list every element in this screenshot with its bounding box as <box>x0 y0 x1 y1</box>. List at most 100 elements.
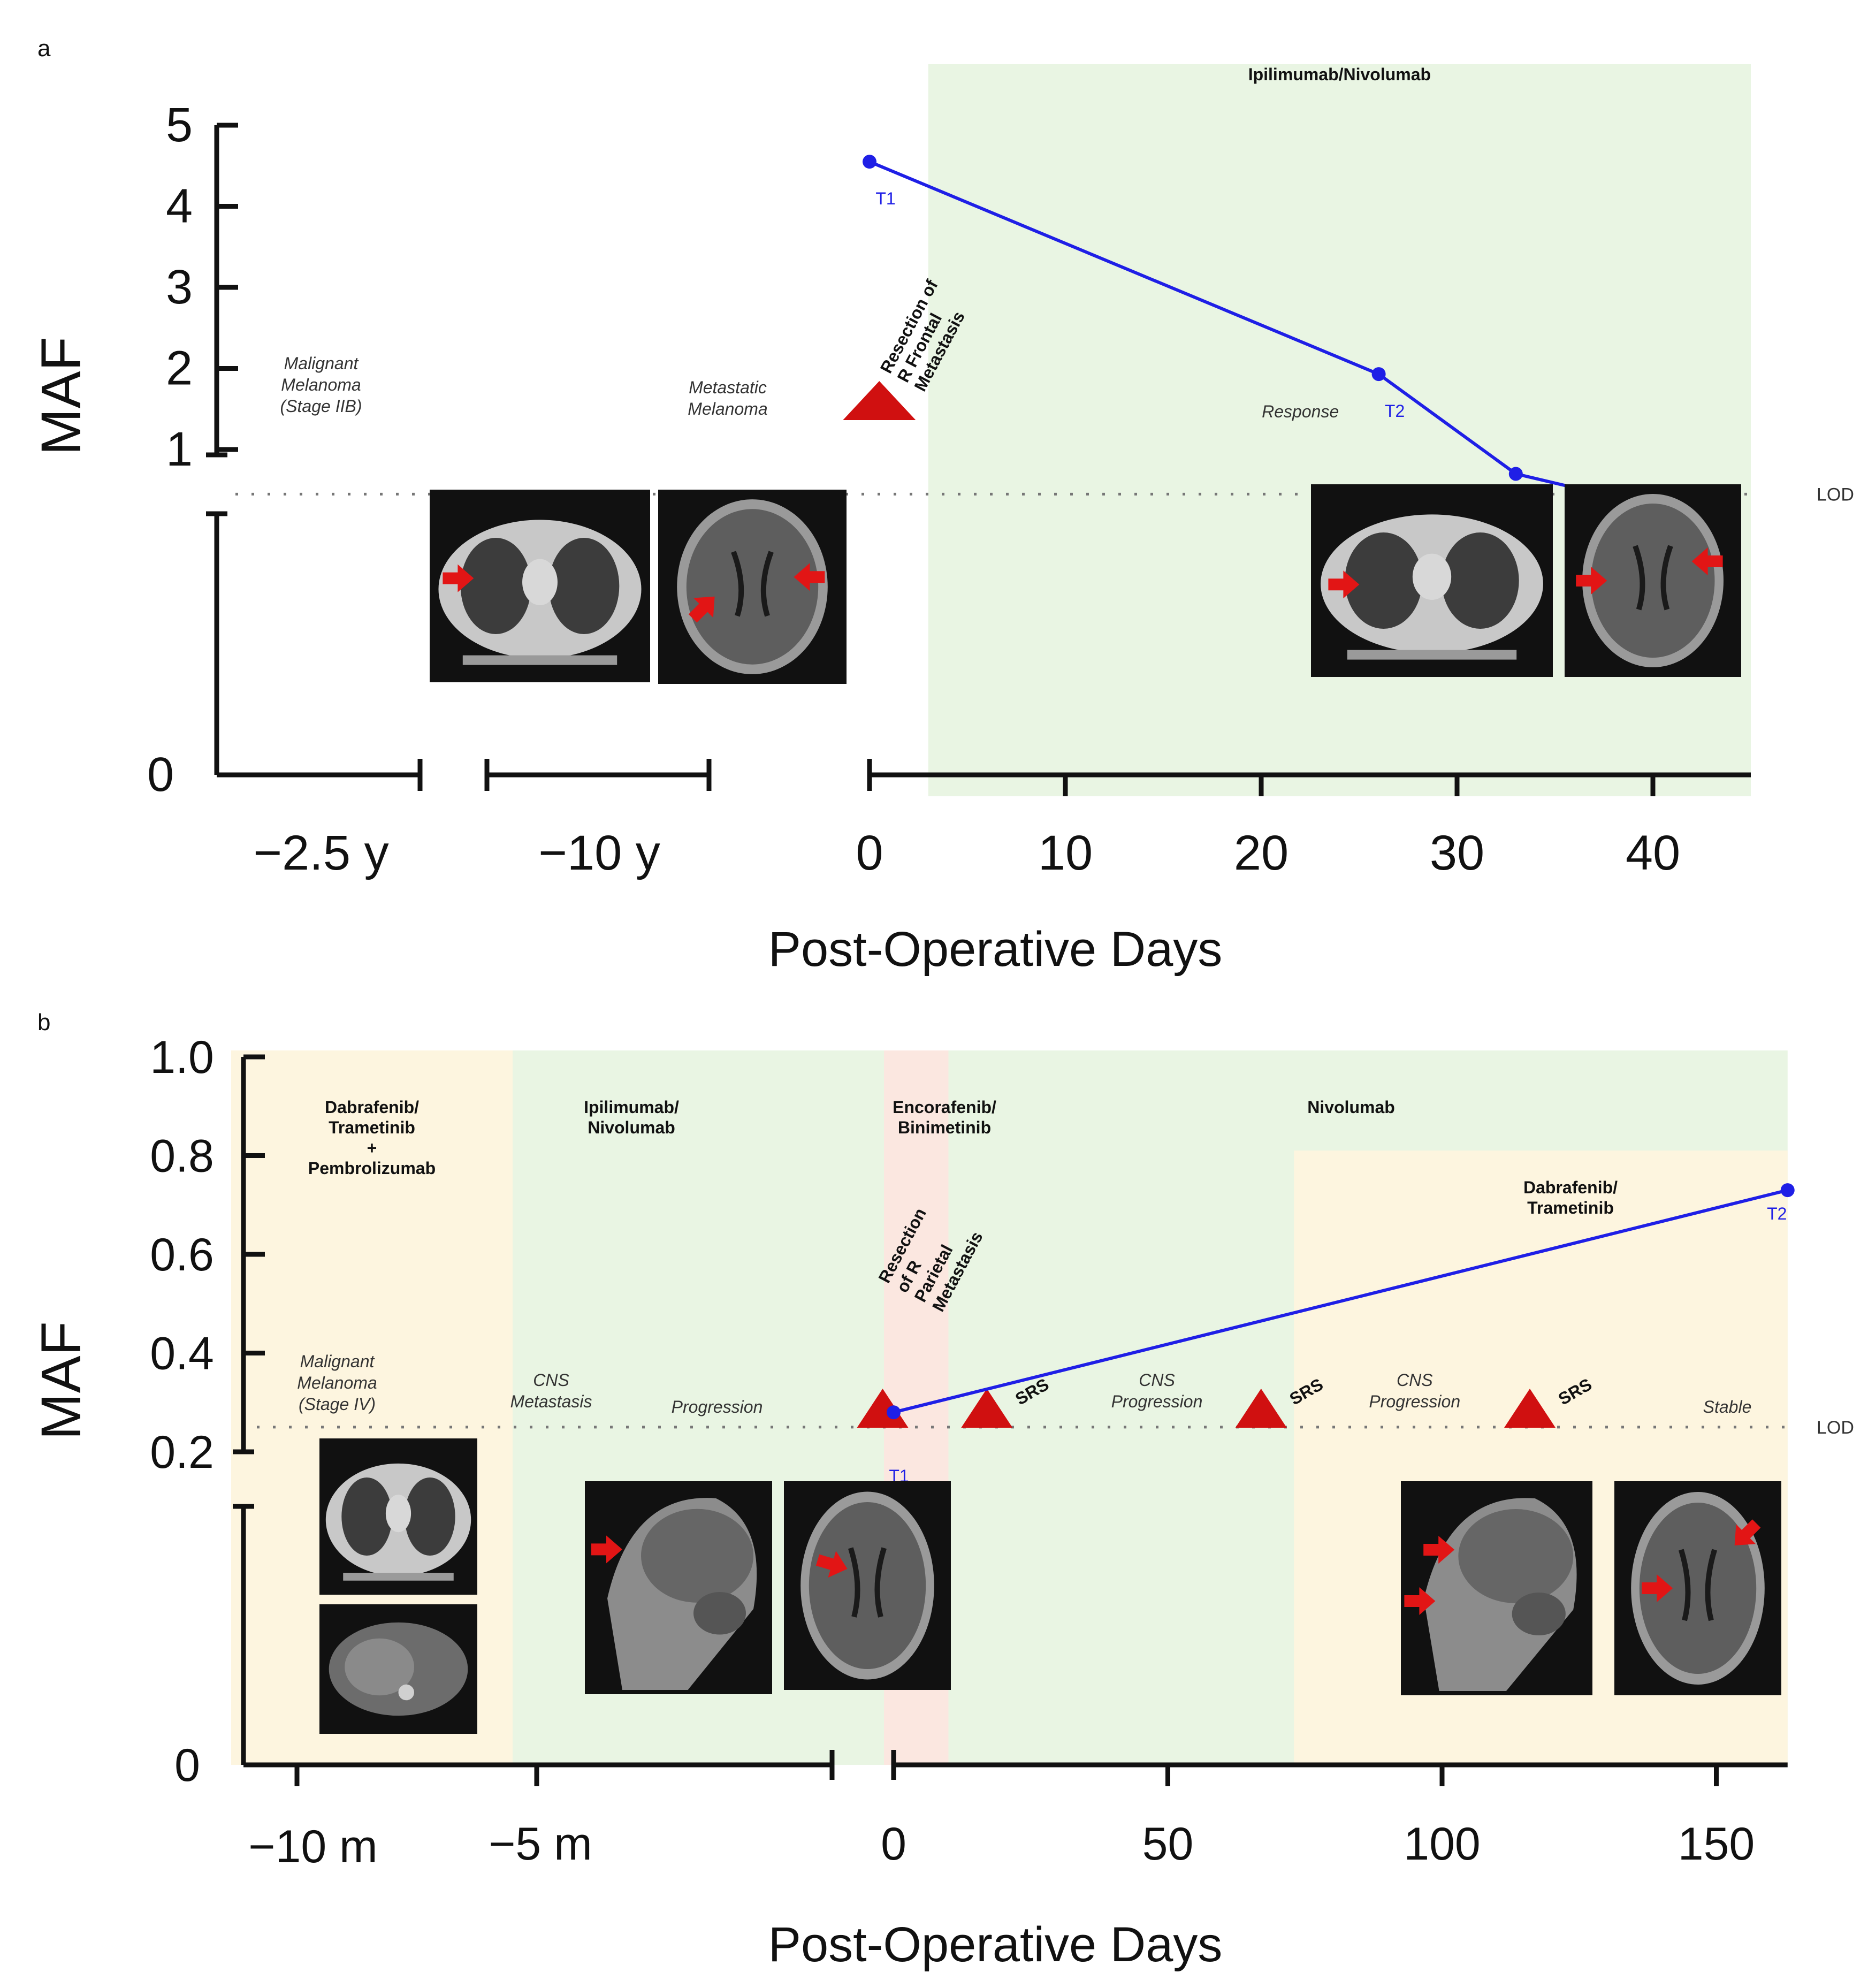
phase-label: Progression <box>1369 1392 1460 1411</box>
lod-label: LOD <box>1817 484 1854 505</box>
lung-left <box>341 1477 392 1556</box>
red-arrow-icon <box>1404 1587 1436 1615</box>
spine <box>398 1684 414 1701</box>
chest-ct-post-image <box>1311 484 1553 677</box>
panel-letter: b <box>37 1009 50 1035</box>
mediastinum <box>385 1495 411 1533</box>
treatment-band <box>928 64 1751 796</box>
treatment-label: + <box>367 1138 377 1157</box>
phase-label: Progression <box>672 1397 763 1416</box>
x-tick-label: 50 <box>1142 1818 1194 1870</box>
treatment-label: Dabrafenib/ <box>325 1098 419 1117</box>
liver <box>345 1638 414 1696</box>
x-tick-label: 0 <box>881 1818 906 1870</box>
red-arrow-icon <box>815 1551 848 1578</box>
y-tick-label: 3 <box>166 261 193 314</box>
y-axis-label: MAF <box>30 1321 93 1440</box>
treatment-label: Ipilimumab/Nivolumab <box>1248 65 1431 84</box>
chest-ct-pre-image <box>430 490 650 682</box>
x-tick-label: 10 <box>1038 826 1093 880</box>
y-tick-label: 5 <box>166 98 193 152</box>
treatment-label: Nivolumab <box>588 1118 675 1137</box>
y-tick-label: 0.6 <box>150 1229 214 1281</box>
x-break-label: −10 y <box>538 826 660 880</box>
treatment-label: Binimetinib <box>898 1118 991 1137</box>
brain <box>686 509 819 665</box>
cerebellum <box>1512 1593 1566 1635</box>
axial-mri-post-image <box>1614 1481 1781 1695</box>
phase-label: CNS <box>1397 1370 1433 1390</box>
brain <box>1591 504 1715 658</box>
panel-letter: a <box>37 35 51 62</box>
phase-label: Malignant <box>284 354 359 373</box>
data-point-label: T2 <box>1767 1204 1787 1223</box>
treatment-label: Trametinib <box>329 1118 415 1137</box>
treatment-label: Trametinib <box>1527 1198 1614 1217</box>
sagittal-mri-pre-image <box>585 1481 772 1694</box>
treatment-label: Encorafenib/ <box>893 1098 996 1117</box>
series-line <box>893 1189 1788 1414</box>
brain <box>809 1502 926 1669</box>
y-tick-label: 0 <box>174 1740 200 1791</box>
lung-right <box>405 1477 455 1556</box>
treatment-label: Nivolumab <box>1307 1098 1395 1117</box>
red-arrow-icon <box>1576 567 1607 595</box>
event-marker <box>843 381 916 420</box>
x-tick-label: 150 <box>1678 1818 1755 1870</box>
phase-label: (Stage IV) <box>299 1395 376 1414</box>
data-point <box>1508 467 1523 481</box>
x-axis-label: Post-Operative Days <box>768 1917 1223 1972</box>
x-tick-label: 20 <box>1234 826 1288 880</box>
x-tick-label: 0 <box>856 826 883 880</box>
x-tick-label: 40 <box>1626 826 1680 880</box>
data-point-label: T1 <box>875 189 895 208</box>
phase-label: Stable <box>1703 1397 1752 1416</box>
cerebellum <box>693 1591 746 1635</box>
treatment-label: Dabrafenib/ <box>1523 1178 1618 1197</box>
y-tick-label: 4 <box>166 180 193 233</box>
lung-left <box>460 538 531 634</box>
y-tick-label: 1.0 <box>150 1032 214 1083</box>
x-break-label: −5 m <box>489 1818 592 1870</box>
data-point <box>887 1405 901 1420</box>
cerebrum <box>1458 1509 1574 1603</box>
ventricles <box>731 551 774 617</box>
red-arrow-icon <box>1734 1519 1761 1545</box>
red-arrow-icon <box>443 564 474 592</box>
x-tick-label: 100 <box>1404 1818 1481 1870</box>
x-tick-label: 30 <box>1430 826 1484 880</box>
lung-left <box>1345 532 1422 629</box>
red-arrow-icon <box>1423 1536 1455 1564</box>
cerebrum <box>641 1509 753 1603</box>
lung-right <box>548 538 620 634</box>
phase-label: Response <box>1262 402 1339 421</box>
table <box>343 1573 454 1581</box>
y-tick-label: 2 <box>166 342 193 395</box>
data-point <box>1371 367 1386 382</box>
y-tick-label: 0.2 <box>150 1427 214 1478</box>
y-axis-label: MAF <box>30 337 93 455</box>
phase-label: Malignant <box>300 1352 375 1371</box>
event-marker <box>961 1389 1013 1428</box>
phase-label: Metastasis <box>510 1392 592 1411</box>
abdomen-ct-image <box>319 1604 477 1734</box>
ventricles <box>848 1547 887 1618</box>
axial-mri-pre-image <box>784 1481 951 1690</box>
red-arrow-icon <box>591 1535 622 1564</box>
treatment-label: Pembrolizumab <box>308 1159 436 1178</box>
red-arrow-icon <box>688 596 715 623</box>
y-tick-label: 0 <box>147 748 174 802</box>
data-point-label: T2 <box>1385 401 1405 421</box>
sagittal-mri-post-image <box>1401 1481 1592 1695</box>
lung-right <box>1442 532 1519 629</box>
x-break-label: −10 m <box>248 1821 377 1872</box>
chest-ct-image <box>319 1438 477 1595</box>
event-marker <box>1504 1389 1556 1428</box>
data-point <box>863 155 876 169</box>
ventricles <box>1679 1549 1717 1621</box>
phase-label: Metastatic <box>689 378 767 397</box>
red-arrow-icon <box>1642 1574 1673 1602</box>
phase-label: Melanoma <box>281 375 361 394</box>
table <box>462 655 617 665</box>
